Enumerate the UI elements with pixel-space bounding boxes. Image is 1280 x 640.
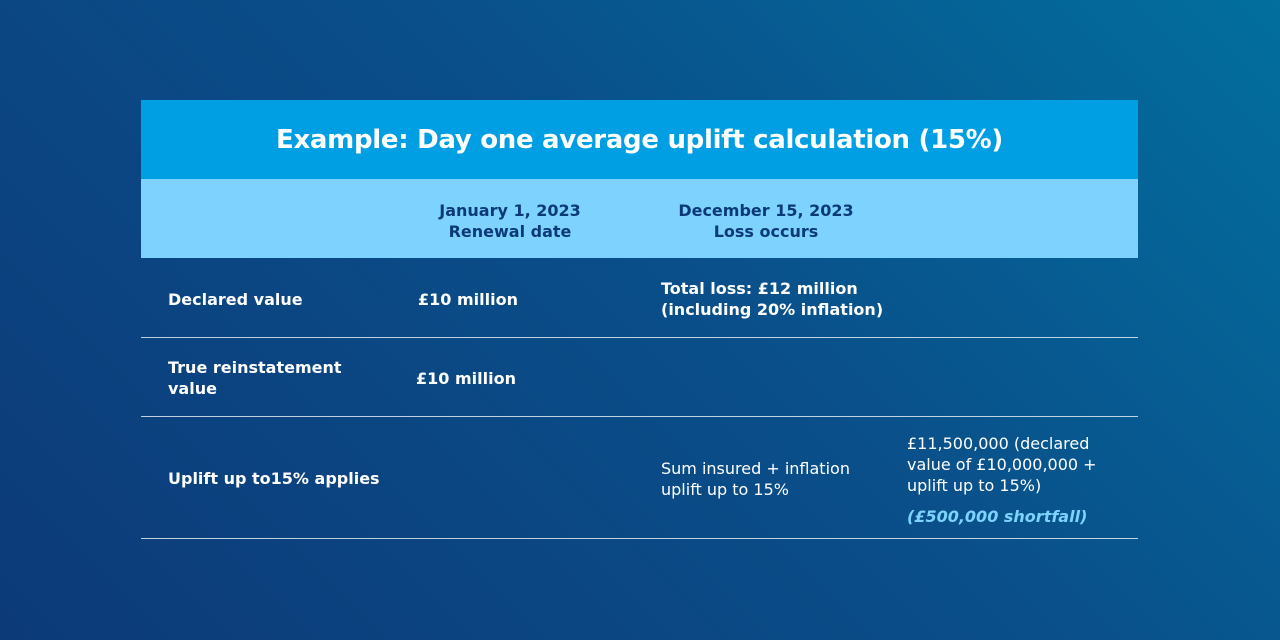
loss-value: Total loss: £12 million (including 20% i… <box>661 278 883 320</box>
row-label-line1: True reinstatement <box>168 358 342 377</box>
table-row: True reinstatement value £10 million <box>141 338 1138 417</box>
row-label-line2: value <box>168 379 217 398</box>
header-row: January 1, 2023 Renewal date December 15… <box>141 179 1138 258</box>
row-label: Declared value <box>168 290 303 309</box>
header-loss: December 15, 2023 Loss occurs <box>666 200 866 242</box>
header-loss-label: Loss occurs <box>713 222 819 241</box>
row-label: Uplift up to15% applies <box>168 469 380 488</box>
title-bar: Example: Day one average uplift calculat… <box>141 100 1138 179</box>
shortfall-note: (£500,000 shortfall) <box>907 507 1088 526</box>
loss-value-line2: uplift up to 15% <box>661 480 789 499</box>
table-row: Uplift up to15% applies Sum insured + in… <box>141 417 1138 539</box>
result-value-line3: uplift up to 15%) <box>907 476 1042 495</box>
renewal-value: £10 million <box>416 369 516 388</box>
calculation-table: Example: Day one average uplift calculat… <box>141 100 1138 539</box>
header-loss-date: December 15, 2023 <box>678 201 854 220</box>
loss-value-line1: Sum insured + inflation <box>661 459 850 478</box>
loss-value-line2: (including 20% inflation) <box>661 300 884 319</box>
loss-value: Sum insured + inflation uplift up to 15% <box>661 458 850 500</box>
row-label: True reinstatement value <box>168 357 342 399</box>
result-value: £11,500,000 (declared value of £10,000,0… <box>907 433 1097 527</box>
renewal-value: £10 million <box>418 290 518 309</box>
table-title: Example: Day one average uplift calculat… <box>276 124 1003 155</box>
header-renewal-date: January 1, 2023 <box>439 201 581 220</box>
header-renewal: January 1, 2023 Renewal date <box>420 200 600 242</box>
header-renewal-label: Renewal date <box>448 222 572 241</box>
loss-value-line1: Total loss: £12 million <box>661 279 858 298</box>
table-row: Declared value £10 million Total loss: £… <box>141 258 1138 338</box>
result-value-line2: value of £10,000,000 + <box>907 455 1097 474</box>
result-value-line1: £11,500,000 (declared <box>907 434 1090 453</box>
